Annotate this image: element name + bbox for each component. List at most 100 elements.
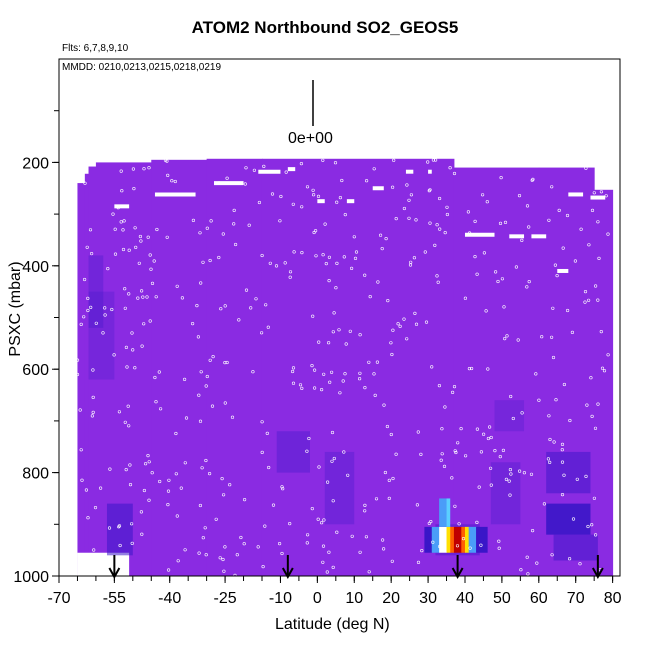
sample-point	[89, 305, 93, 310]
sample-point	[535, 561, 539, 565]
sample-point	[525, 555, 529, 559]
sample-point	[154, 295, 158, 299]
sample-point	[482, 251, 487, 255]
sample-point	[142, 488, 146, 493]
x-tick-label: 80	[604, 590, 622, 607]
plume-cell	[446, 526, 451, 553]
sample-point	[313, 368, 317, 372]
sample-point	[454, 450, 458, 455]
sample-point	[497, 539, 501, 543]
enhanced-cell	[324, 451, 355, 525]
sample-point	[331, 330, 335, 334]
sample-point	[599, 330, 603, 334]
sample-point	[108, 467, 112, 471]
sample-point	[470, 366, 474, 371]
sample-point	[473, 219, 477, 223]
sample-point	[448, 166, 452, 170]
sample-point	[540, 335, 544, 339]
sample-point	[560, 493, 565, 497]
sample-point	[443, 405, 447, 409]
sample-point	[142, 322, 146, 326]
sample-point	[549, 335, 554, 339]
sample-point	[75, 358, 80, 362]
sample-point	[137, 261, 141, 265]
sample-point	[436, 280, 440, 284]
sample-point	[602, 369, 607, 373]
x-tick-label: 70	[567, 590, 585, 607]
sample-point	[560, 460, 565, 464]
sample-point	[452, 385, 457, 389]
sample-point	[147, 460, 151, 464]
sample-point	[363, 503, 367, 508]
sample-point	[412, 256, 417, 260]
sample-point	[191, 322, 195, 326]
sample-point	[94, 321, 98, 325]
field-segment	[151, 159, 208, 576]
sample-point	[317, 340, 321, 344]
sample-point	[327, 341, 331, 345]
sample-point	[568, 418, 572, 423]
sample-point	[466, 210, 471, 214]
sample-point	[358, 550, 362, 554]
sample-point	[244, 166, 248, 170]
sample-point	[452, 171, 457, 176]
sample-point	[134, 245, 138, 249]
sample-point	[199, 281, 203, 285]
plume-cell	[450, 526, 455, 553]
sample-point	[332, 311, 336, 315]
plume-cell	[476, 526, 488, 553]
plume-cell	[431, 526, 440, 553]
sample-point	[91, 395, 95, 400]
sample-point	[392, 158, 396, 162]
sample-point	[291, 202, 295, 206]
sample-point	[547, 414, 551, 418]
sample-point	[589, 376, 593, 380]
sample-point	[152, 259, 156, 263]
sample-point	[402, 206, 407, 211]
sample-point	[223, 361, 227, 365]
sample-point	[119, 169, 123, 173]
sample-point	[590, 208, 595, 212]
sample-point	[139, 239, 143, 243]
sample-point	[374, 497, 379, 501]
sample-point	[363, 386, 367, 390]
sample-point	[291, 369, 295, 374]
sample-point	[552, 440, 556, 444]
sample-point	[514, 265, 519, 269]
sample-point	[414, 322, 419, 326]
sample-point	[546, 457, 551, 461]
plume-cell	[446, 498, 451, 527]
sample-point	[197, 393, 201, 397]
sample-point	[179, 486, 183, 490]
sample-point	[260, 253, 264, 258]
sample-point	[136, 296, 140, 300]
sample-point	[268, 261, 272, 265]
sample-point	[98, 486, 103, 490]
sample-point	[280, 485, 284, 489]
sample-point	[130, 541, 134, 546]
sample-point	[562, 382, 567, 387]
sample-point	[455, 544, 460, 548]
sample-point	[211, 355, 215, 359]
sample-point	[498, 221, 503, 225]
sample-point	[183, 377, 187, 382]
sample-point	[354, 250, 359, 254]
sample-point	[390, 352, 394, 357]
sample-point	[372, 372, 376, 376]
sample-point	[147, 166, 151, 170]
sample-point	[537, 398, 541, 402]
sample-point	[233, 573, 237, 578]
sample-point	[79, 322, 83, 327]
sample-point	[198, 419, 203, 423]
sample-point	[551, 355, 556, 360]
sample-point	[419, 452, 423, 457]
sample-point	[237, 318, 241, 322]
x-tick-label: 30	[419, 590, 437, 607]
sample-point	[450, 476, 454, 480]
sample-point	[127, 248, 131, 252]
sample-point	[363, 509, 367, 513]
enhanced-cell	[546, 451, 591, 494]
sample-point	[218, 556, 222, 560]
sample-point	[167, 478, 171, 482]
